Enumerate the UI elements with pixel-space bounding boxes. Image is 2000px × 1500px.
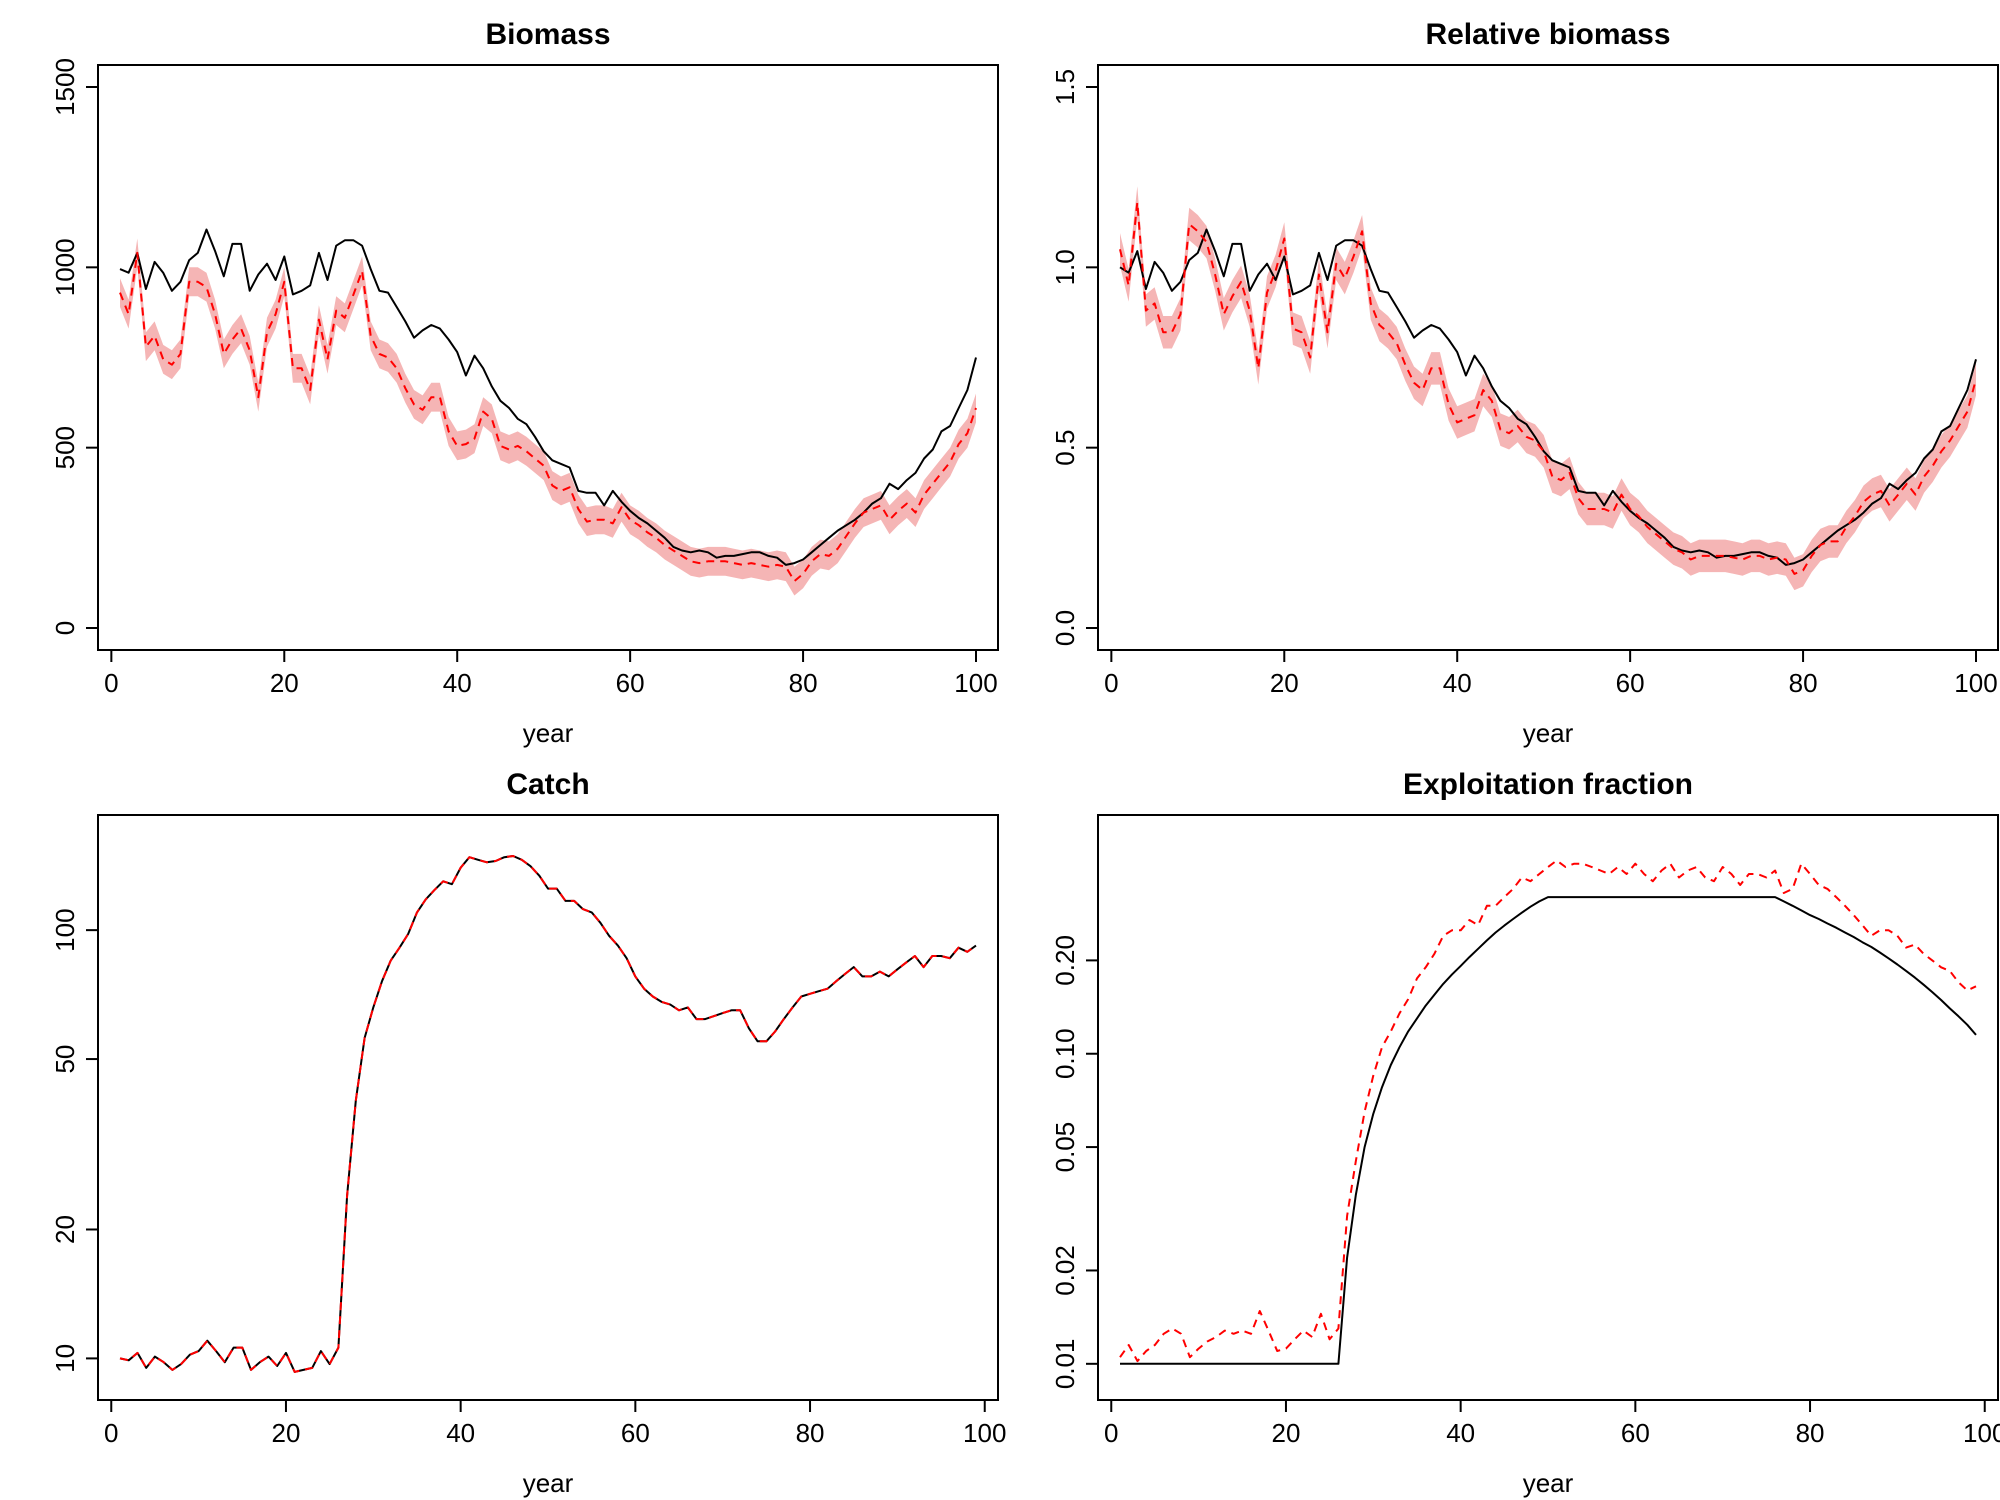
y-tick-label: 0.05: [1050, 1122, 1080, 1173]
x-tick-label: 40: [1443, 668, 1472, 698]
y-tick-label: 1.5: [1050, 69, 1080, 105]
y-tick-label: 0.01: [1050, 1339, 1080, 1390]
x-tick-label: 20: [270, 668, 299, 698]
confidence-band: [1120, 186, 1976, 591]
true-value-line: [1120, 896, 1977, 1365]
x-tick-label: 60: [616, 668, 645, 698]
x-tick-label: 60: [1616, 668, 1645, 698]
x-tick-label: 40: [443, 668, 472, 698]
x-tick-label: 0: [104, 1418, 118, 1448]
x-tick-label: 60: [621, 1418, 650, 1448]
y-tick-label: 50: [50, 1045, 80, 1074]
plot-frame: [97, 64, 999, 651]
y-tick-label: 0.5: [1050, 430, 1080, 466]
x-tick-label: 80: [789, 668, 818, 698]
y-tick-label: 0.10: [1050, 1028, 1080, 1079]
y-tick-label: 0.02: [1050, 1245, 1080, 1296]
x-axis-label: year: [523, 718, 574, 748]
x-tick-label: 60: [1621, 1418, 1650, 1448]
panel-title: Exploitation fraction: [1403, 768, 1693, 801]
x-tick-label: 0: [1104, 1418, 1118, 1448]
exploitation-fraction-panel: Exploitation fraction year 0 20 40 60 80 100 0…: [1050, 768, 2000, 1498]
x-tick-label: 0: [1104, 668, 1118, 698]
x-tick-label: 80: [1796, 1418, 1825, 1448]
plot-frame: [97, 814, 999, 1401]
x-tick-label: 80: [1789, 668, 1818, 698]
plot-frame: [1097, 64, 1999, 651]
y-tick-label: 500: [50, 426, 80, 469]
x-tick-label: 0: [104, 668, 118, 698]
x-axis-label: year: [523, 1468, 574, 1498]
x-tick-label: 40: [446, 1418, 475, 1448]
y-tick-label: 1500: [50, 58, 80, 116]
x-tick-label: 80: [796, 1418, 825, 1448]
x-tick-label: 100: [963, 1418, 1006, 1448]
catch-panel: Catch year 0 20 40 60 80 100 10 20 50 100: [50, 768, 1006, 1498]
true-value-line: [1119, 228, 1977, 566]
relative-biomass-panel: Relative biomass year 0 20 40 60 80 100 0.0 0.5…: [1050, 18, 1999, 748]
estimate-line: [119, 855, 977, 1373]
estimate-line: [1119, 859, 1977, 1363]
y-tick-label: 0.20: [1050, 935, 1080, 986]
x-axis-label: year: [1523, 1468, 1574, 1498]
estimate-line: [1119, 201, 1977, 575]
plot-frame: [1097, 814, 1999, 1401]
panel-title: Biomass: [485, 18, 610, 51]
x-tick-label: 20: [1270, 668, 1299, 698]
x-tick-label: 100: [954, 668, 997, 698]
x-tick-label: 100: [1954, 668, 1997, 698]
confidence-band: [120, 238, 976, 596]
y-tick-label: 1000: [50, 238, 80, 296]
x-tick-label: 20: [271, 1418, 300, 1448]
y-tick-label: 0: [50, 621, 80, 635]
y-tick-label: 0.0: [1050, 610, 1080, 646]
x-tick-label: 20: [1271, 1418, 1300, 1448]
estimate-line: [119, 251, 977, 583]
x-tick-label: 40: [1446, 1418, 1475, 1448]
panel-title: Relative biomass: [1425, 18, 1670, 51]
y-tick-label: 100: [50, 908, 80, 951]
true-value-line: [119, 228, 977, 566]
true-value-line: [119, 855, 977, 1373]
y-tick-label: 1.0: [1050, 249, 1080, 285]
y-tick-label: 10: [50, 1344, 80, 1373]
y-tick-label: 20: [50, 1215, 80, 1244]
panel-title: Catch: [506, 768, 589, 801]
x-tick-label: 100: [1963, 1418, 2000, 1448]
x-axis-label: year: [1523, 718, 1574, 748]
